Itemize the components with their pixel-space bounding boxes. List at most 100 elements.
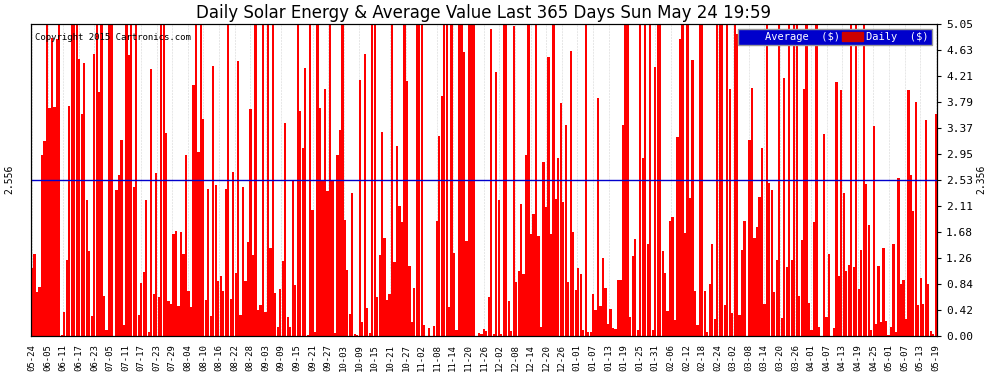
Bar (823, 134, 825, 336)
Bar (895, 332, 897, 336)
Bar (739, 315, 741, 336)
Bar (659, 24, 661, 336)
Bar (408, 266, 411, 336)
Bar (329, 24, 331, 336)
Bar (783, 78, 785, 336)
Bar (63, 312, 65, 336)
Bar (480, 334, 482, 336)
Bar (195, 24, 197, 336)
Bar (468, 24, 470, 336)
Bar (230, 299, 232, 336)
Bar (547, 57, 549, 336)
Bar (121, 140, 123, 336)
Text: 2.556: 2.556 (4, 165, 14, 194)
Bar (391, 24, 393, 336)
Bar (75, 24, 78, 336)
Bar (627, 24, 629, 336)
Bar (190, 307, 192, 336)
Bar (416, 24, 418, 336)
Bar (867, 225, 870, 336)
Bar (781, 318, 783, 336)
Bar (753, 238, 755, 336)
Bar (681, 24, 684, 336)
Bar (806, 24, 808, 336)
Bar (95, 24, 98, 336)
Bar (356, 335, 358, 336)
Bar (793, 24, 795, 336)
Bar (833, 328, 835, 336)
Bar (862, 24, 865, 336)
Bar (256, 310, 259, 336)
Bar (671, 217, 673, 336)
Bar (528, 24, 530, 336)
Bar (98, 92, 100, 336)
Bar (600, 306, 602, 336)
Bar (880, 322, 882, 336)
Bar (852, 267, 855, 336)
Bar (530, 234, 533, 336)
Bar (245, 281, 247, 336)
Bar (36, 292, 39, 336)
Bar (597, 98, 599, 336)
Bar (337, 155, 339, 336)
Bar (80, 114, 83, 336)
Bar (327, 191, 329, 336)
Bar (85, 200, 88, 336)
Bar (902, 280, 905, 336)
Bar (133, 186, 135, 336)
Bar (838, 276, 840, 336)
Bar (642, 158, 644, 336)
Bar (324, 88, 326, 336)
Bar (348, 314, 350, 336)
Bar (68, 106, 70, 336)
Bar (371, 24, 373, 336)
Bar (31, 268, 34, 336)
Bar (544, 207, 547, 336)
Bar (297, 24, 299, 336)
Bar (510, 331, 512, 336)
Bar (860, 250, 862, 336)
Bar (446, 24, 447, 336)
Bar (726, 24, 729, 336)
Bar (912, 211, 915, 336)
Bar (60, 334, 63, 336)
Bar (428, 328, 431, 336)
Bar (108, 24, 110, 336)
Bar (490, 29, 492, 336)
Bar (617, 280, 619, 336)
Bar (363, 54, 366, 336)
Bar (455, 330, 457, 336)
Bar (574, 290, 577, 336)
Bar (554, 200, 557, 336)
Bar (312, 210, 314, 336)
Bar (103, 296, 105, 336)
Bar (699, 24, 701, 336)
Text: Copyright 2015 Cartronics.com: Copyright 2015 Cartronics.com (36, 33, 191, 42)
Bar (803, 89, 805, 336)
Bar (922, 304, 925, 336)
Bar (900, 284, 902, 336)
Bar (200, 24, 202, 336)
Bar (304, 68, 306, 336)
Bar (841, 90, 842, 336)
Bar (282, 261, 284, 336)
Bar (351, 193, 353, 336)
Bar (279, 289, 281, 336)
Bar (533, 214, 535, 336)
Bar (146, 200, 148, 336)
Bar (572, 232, 574, 336)
Bar (264, 312, 266, 336)
Bar (721, 24, 724, 336)
Bar (741, 250, 743, 336)
Bar (78, 58, 80, 336)
Bar (676, 136, 678, 336)
Bar (388, 294, 391, 336)
Bar (679, 39, 681, 336)
Bar (155, 172, 157, 336)
Bar (483, 328, 485, 336)
Bar (317, 24, 319, 336)
Bar (128, 55, 130, 336)
Bar (433, 326, 436, 336)
Bar (625, 24, 627, 336)
Bar (358, 80, 361, 336)
